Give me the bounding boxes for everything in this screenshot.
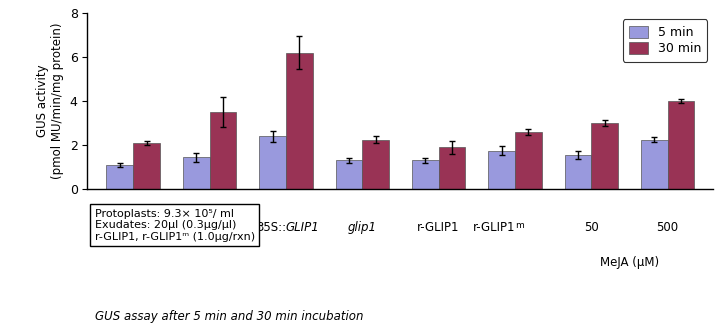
Bar — [106, 165, 133, 189]
Bar — [564, 155, 591, 189]
Bar — [183, 157, 210, 189]
Bar — [259, 136, 286, 189]
Text: WT: WT — [200, 221, 219, 234]
Text: 500: 500 — [657, 221, 678, 234]
Bar — [641, 140, 668, 189]
Bar — [488, 151, 515, 189]
Bar — [515, 132, 542, 189]
Text: m: m — [515, 221, 523, 230]
Text: 35S::: 35S:: — [256, 221, 286, 234]
Bar — [210, 112, 237, 189]
Text: r-GLIP1: r-GLIP1 — [417, 221, 460, 234]
Text: MeJA (μM): MeJA (μM) — [600, 256, 659, 269]
Text: GLIP1: GLIP1 — [286, 221, 320, 234]
Legend: 5 min, 30 min: 5 min, 30 min — [622, 19, 707, 62]
Bar — [438, 147, 465, 189]
Text: Control: Control — [111, 221, 154, 234]
Text: GUS assay after 5 min and 30 min incubation: GUS assay after 5 min and 30 min incubat… — [95, 310, 363, 323]
Bar — [133, 143, 160, 189]
Text: r-GLIP1: r-GLIP1 — [472, 221, 515, 234]
Y-axis label: GUS activity
(pmol MU/min/mg protein): GUS activity (pmol MU/min/mg protein) — [36, 23, 64, 179]
Text: 50: 50 — [584, 221, 598, 234]
Bar — [286, 52, 312, 189]
Bar — [591, 123, 618, 189]
Text: glip1: glip1 — [348, 221, 376, 234]
Bar — [336, 160, 363, 189]
Text: Protoplasts: 9.3× 10⁵/ ml
Exudates: 20μl (0.3μg/μl)
r-GLIP1, r-GLIP1ᵐ (1.0μg/rxn: Protoplasts: 9.3× 10⁵/ ml Exudates: 20μl… — [95, 209, 255, 242]
Bar — [412, 160, 438, 189]
Bar — [363, 140, 389, 189]
Bar — [668, 101, 695, 189]
